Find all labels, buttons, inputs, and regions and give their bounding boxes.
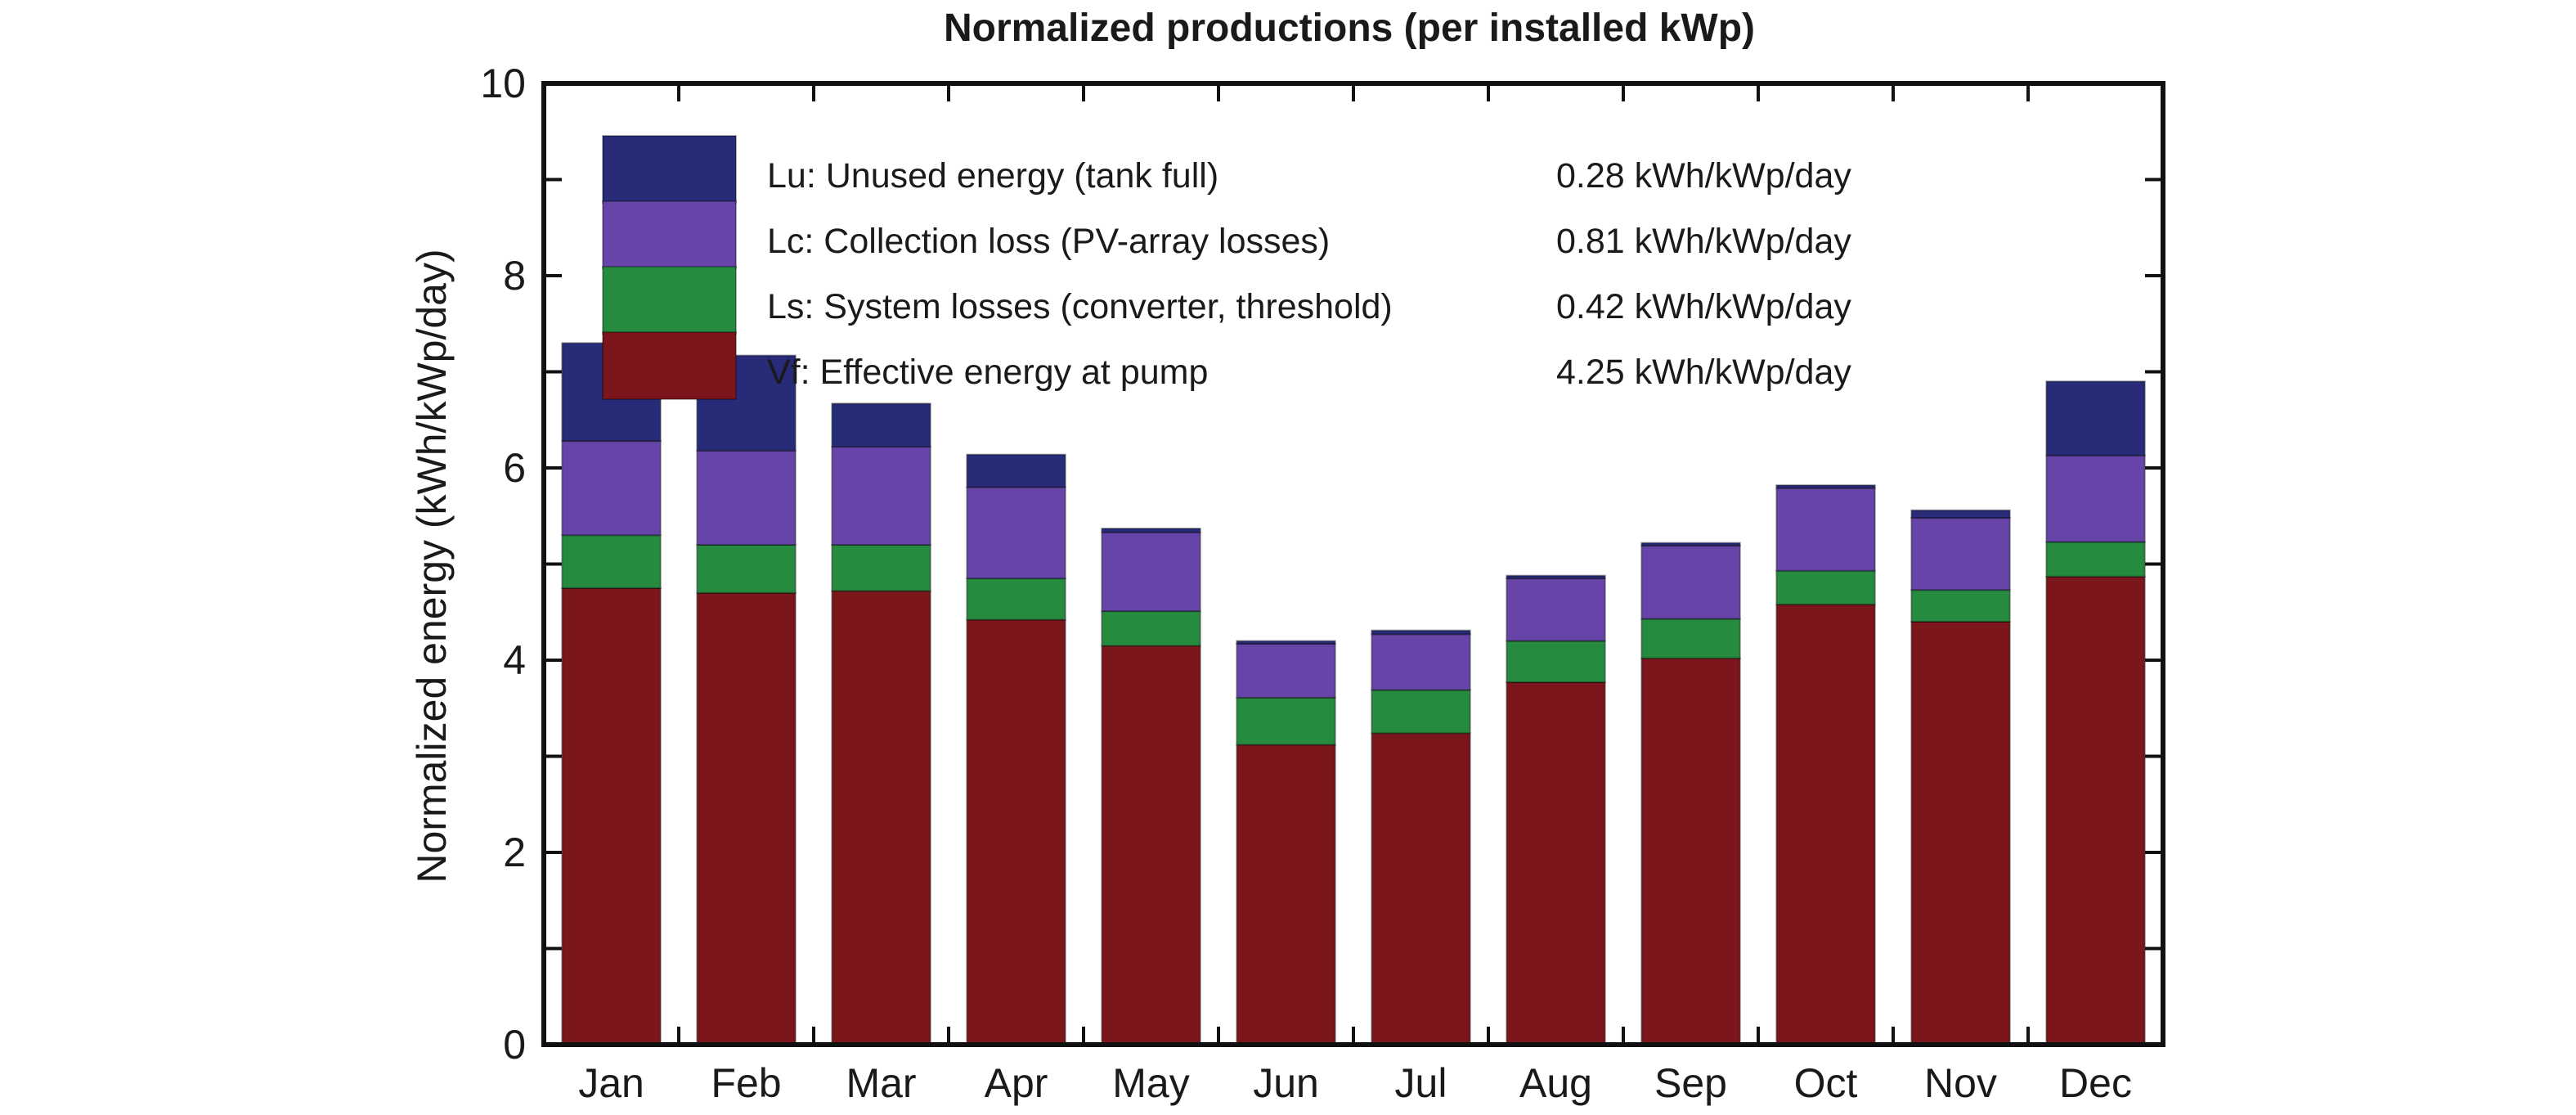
bar-nov-series-2 (1910, 589, 2011, 623)
bar-may-series-1 (1101, 645, 1201, 1046)
bar-oct-series-4 (1775, 484, 1876, 489)
bar-apr-series-4 (966, 453, 1066, 488)
x-tick-label: Dec (2059, 1060, 2132, 1106)
bar-oct-series-2 (1775, 569, 1876, 605)
bar-nov-series-1 (1910, 621, 2011, 1045)
y-tick-label: 10 (480, 61, 526, 106)
bar-dec-series-4 (2045, 380, 2146, 456)
x-tick-label: Jun (1253, 1060, 1319, 1106)
x-tick-label: Jul (1395, 1060, 1447, 1106)
bar-apr-series-3 (966, 486, 1066, 580)
x-tick-labels: Jan Feb Mar Apr May Jun Jul Aug Sep Oct Nov Dec (578, 1060, 2132, 1106)
bar-jan-series-2 (561, 534, 662, 589)
legend-value: 0.42 kWh/kWp/day (1556, 287, 1851, 326)
bar-aug-series-2 (1506, 640, 1606, 683)
y-axis-label: Normalized energy (kWh/kWp/day) (409, 249, 455, 883)
bar-jun-series-4 (1236, 640, 1336, 645)
bar-sep-series-3 (1640, 545, 1741, 620)
bar-jan-series-3 (561, 440, 662, 537)
bar-nov-series-4 (1910, 509, 2011, 519)
bar-oct-series-1 (1775, 603, 1876, 1045)
y-tick-label: 6 (503, 445, 526, 491)
x-tick-label: Aug (1519, 1060, 1592, 1106)
bar-dec-series-2 (2045, 541, 2146, 578)
legend-label: Vf: Effective energy at pump (767, 353, 1208, 392)
legend-label: Lu: Unused energy (tank full) (767, 156, 1218, 196)
legend-label: Ls: System losses (converter, threshold) (767, 287, 1393, 326)
x-tick-label: Feb (711, 1060, 781, 1106)
bar-jul-series-3 (1371, 633, 1471, 691)
bar-mar-series-1 (831, 590, 931, 1045)
x-tick-label: Sep (1654, 1060, 1727, 1106)
y-tick-label: 2 (503, 830, 526, 875)
y-tick-label: 0 (503, 1022, 526, 1068)
bar-oct-series-3 (1775, 487, 1876, 572)
x-tick-label: Jan (578, 1060, 644, 1106)
bar-may-series-4 (1101, 528, 1201, 533)
bar-aug-series-4 (1506, 574, 1606, 580)
legend-label: Lc: Collection loss (PV-array losses) (767, 222, 1330, 261)
x-tick-label: Oct (1794, 1060, 1858, 1106)
bar-mar-series-3 (831, 446, 931, 546)
bar-jul-series-4 (1371, 629, 1471, 636)
y-tick-labels: 0 2 4 6 8 10 (480, 61, 526, 1068)
x-tick-label: May (1112, 1060, 1189, 1106)
legend-swatch (602, 200, 737, 269)
legend-value: 0.28 kWh/kWp/day (1556, 156, 1851, 196)
bar-jul-series-1 (1371, 732, 1471, 1045)
x-tick-label: Mar (846, 1060, 916, 1106)
bar-feb-series-1 (696, 591, 797, 1046)
y-tick-label: 4 (503, 637, 526, 683)
bar-dec-series-3 (2045, 454, 2146, 543)
bar-apr-series-2 (966, 578, 1066, 621)
legend-value: 0.81 kWh/kWp/day (1556, 222, 1851, 261)
bar-aug-series-1 (1506, 681, 1606, 1045)
bar-sep-series-2 (1640, 618, 1741, 659)
bar-jan-series-1 (561, 587, 662, 1045)
bar-sep-series-1 (1640, 657, 1741, 1045)
bars-layer (561, 342, 2146, 1046)
bar-feb-series-3 (696, 449, 797, 546)
legend: Lu: Unused energy (tank full) 0.28 kWh/kW… (602, 135, 1851, 400)
bar-dec-series-1 (2045, 575, 2146, 1045)
x-tick-label: Apr (985, 1060, 1048, 1106)
bar-feb-series-2 (696, 544, 797, 594)
bar-nov-series-3 (1910, 517, 2011, 591)
bar-jun-series-3 (1236, 643, 1336, 699)
x-tick-label: Nov (1924, 1060, 1997, 1106)
legend-swatch (602, 135, 737, 204)
legend-value: 4.25 kWh/kWp/day (1556, 353, 1851, 392)
bar-may-series-2 (1101, 610, 1201, 647)
legend-swatch (602, 266, 737, 335)
bar-jun-series-2 (1236, 696, 1336, 746)
bar-sep-series-4 (1640, 542, 1741, 547)
bar-may-series-3 (1101, 531, 1201, 613)
chart-title: Normalized productions (per installed kW… (944, 7, 1755, 50)
bar-jul-series-2 (1371, 689, 1471, 735)
axis-ticks (544, 82, 2163, 1046)
y-tick-label: 8 (503, 253, 526, 299)
bar-mar-series-2 (831, 544, 931, 592)
legend-swatch (602, 331, 737, 400)
bar-mar-series-4 (831, 402, 931, 448)
bar-jun-series-1 (1236, 744, 1336, 1046)
bar-aug-series-3 (1506, 578, 1606, 642)
bar-apr-series-1 (966, 618, 1066, 1045)
